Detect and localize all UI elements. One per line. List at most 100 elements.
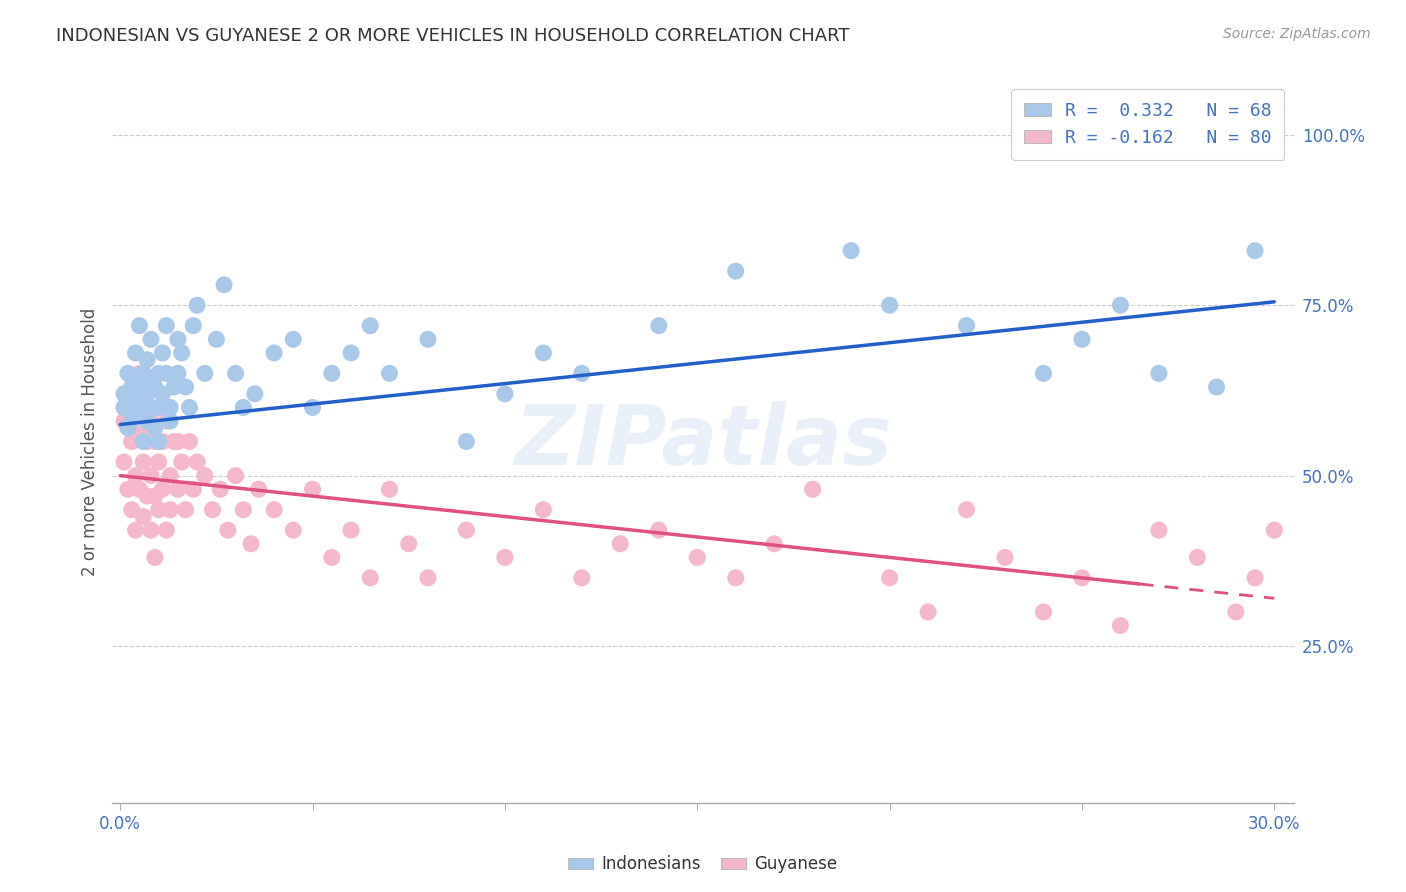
Point <box>194 468 217 483</box>
Point <box>148 367 170 381</box>
Point <box>1032 367 1054 381</box>
Point <box>136 434 159 449</box>
Point <box>148 434 170 449</box>
Point <box>263 346 285 360</box>
Point <box>167 434 190 449</box>
Point <box>648 523 671 537</box>
Point <box>170 346 193 360</box>
Point <box>155 367 177 381</box>
Point <box>1205 380 1227 394</box>
Point <box>1263 523 1285 537</box>
Point <box>1071 332 1094 346</box>
Point <box>301 401 323 415</box>
Point <box>143 380 166 394</box>
Point <box>217 523 239 537</box>
Point <box>139 523 162 537</box>
Point <box>263 502 285 516</box>
Point <box>124 468 146 483</box>
Point <box>132 455 155 469</box>
Point <box>879 571 901 585</box>
Point <box>179 401 201 415</box>
Point <box>159 414 181 428</box>
Point <box>139 414 162 428</box>
Point <box>321 367 343 381</box>
Point <box>121 414 143 428</box>
Point <box>359 571 381 585</box>
Point <box>121 387 143 401</box>
Point <box>1225 605 1247 619</box>
Point <box>609 537 631 551</box>
Point <box>212 277 235 292</box>
Point <box>416 571 439 585</box>
Text: ZIPatlas: ZIPatlas <box>515 401 891 482</box>
Point <box>152 387 174 401</box>
Point <box>112 455 135 469</box>
Point <box>283 523 305 537</box>
Point <box>136 387 159 401</box>
Y-axis label: 2 or more Vehicles in Household: 2 or more Vehicles in Household <box>80 308 98 575</box>
Point <box>143 434 166 449</box>
Point <box>209 482 232 496</box>
Point <box>128 407 150 421</box>
Point <box>155 414 177 428</box>
Point <box>112 387 135 401</box>
Point <box>1187 550 1209 565</box>
Point <box>571 367 593 381</box>
Point <box>955 502 977 516</box>
Point <box>132 509 155 524</box>
Point <box>205 332 228 346</box>
Point <box>494 387 516 401</box>
Point <box>148 401 170 415</box>
Point <box>648 318 671 333</box>
Point <box>139 373 162 387</box>
Point <box>494 550 516 565</box>
Point <box>136 352 159 367</box>
Point <box>136 489 159 503</box>
Text: Source: ZipAtlas.com: Source: ZipAtlas.com <box>1223 27 1371 41</box>
Point <box>240 537 263 551</box>
Point <box>155 523 177 537</box>
Point <box>117 367 139 381</box>
Point <box>1147 523 1170 537</box>
Point <box>132 434 155 449</box>
Point <box>416 332 439 346</box>
Point <box>132 367 155 381</box>
Point <box>531 346 554 360</box>
Text: INDONESIAN VS GUYANESE 2 OR MORE VEHICLES IN HOUSEHOLD CORRELATION CHART: INDONESIAN VS GUYANESE 2 OR MORE VEHICLE… <box>56 27 849 45</box>
Point <box>139 401 162 415</box>
Point <box>155 318 177 333</box>
Point <box>132 401 155 415</box>
Point <box>167 367 190 381</box>
Point <box>531 502 554 516</box>
Point <box>1109 298 1132 312</box>
Point <box>181 482 204 496</box>
Point <box>159 502 181 516</box>
Point <box>571 571 593 585</box>
Point <box>152 434 174 449</box>
Point <box>283 332 305 346</box>
Point <box>136 387 159 401</box>
Point <box>121 380 143 394</box>
Point <box>232 401 254 415</box>
Point <box>839 244 862 258</box>
Point <box>1244 244 1267 258</box>
Point <box>139 468 162 483</box>
Point <box>359 318 381 333</box>
Point <box>301 482 323 496</box>
Point <box>801 482 824 496</box>
Point <box>247 482 270 496</box>
Legend: Indonesians, Guyanese: Indonesians, Guyanese <box>561 849 845 880</box>
Point <box>174 502 197 516</box>
Point <box>124 346 146 360</box>
Point <box>128 482 150 496</box>
Point <box>132 401 155 415</box>
Point <box>724 264 747 278</box>
Point <box>186 298 208 312</box>
Point <box>1244 571 1267 585</box>
Point <box>225 468 247 483</box>
Point <box>201 502 224 516</box>
Point <box>163 434 186 449</box>
Point <box>167 482 190 496</box>
Point <box>225 367 247 381</box>
Point <box>1147 367 1170 381</box>
